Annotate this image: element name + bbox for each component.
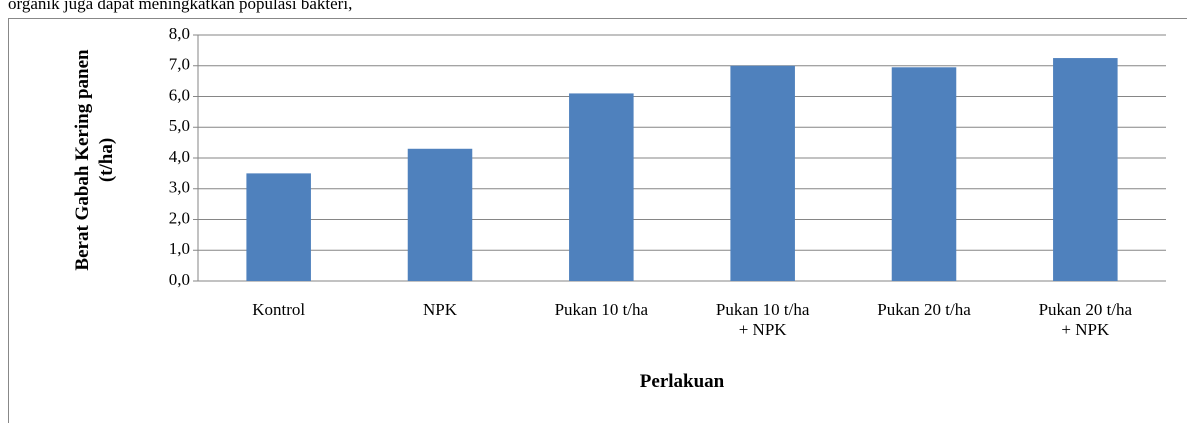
y-axis-title: Berat Gabah Kering panen (t/ha) [72, 49, 117, 271]
y-tick-label: 1,0 [169, 239, 190, 258]
x-tick-label: Pukan 10 t/ha [554, 300, 649, 319]
bar [1053, 58, 1118, 281]
document-text: organik juga dapat meningkatkan populasi… [8, 0, 353, 13]
y-tick-label: 7,0 [169, 55, 190, 74]
y-tick-label: 6,0 [169, 85, 190, 104]
bar [569, 93, 634, 281]
bar [730, 65, 795, 281]
x-tick-label: Kontrol [252, 300, 306, 319]
y-tick-label: 0,0 [169, 270, 190, 289]
y-tick-label: 8,0 [169, 24, 190, 43]
x-tick-label: Pukan 10 t/ha + NPK [715, 300, 810, 339]
bar [246, 173, 311, 281]
x-tick-label: Pukan 20 t/ha + NPK [1038, 300, 1133, 339]
bar [891, 67, 957, 281]
y-tick-label: 2,0 [169, 208, 190, 227]
y-tick-label: 3,0 [169, 178, 190, 197]
x-tick-label: Pukan 20 t/ha [877, 300, 971, 319]
bar [407, 148, 473, 281]
x-tick-label: NPK [422, 300, 457, 319]
x-axis-title: Perlakuan [639, 371, 725, 392]
y-tick-label: 5,0 [169, 116, 190, 135]
y-tick-label: 4,0 [169, 147, 190, 166]
